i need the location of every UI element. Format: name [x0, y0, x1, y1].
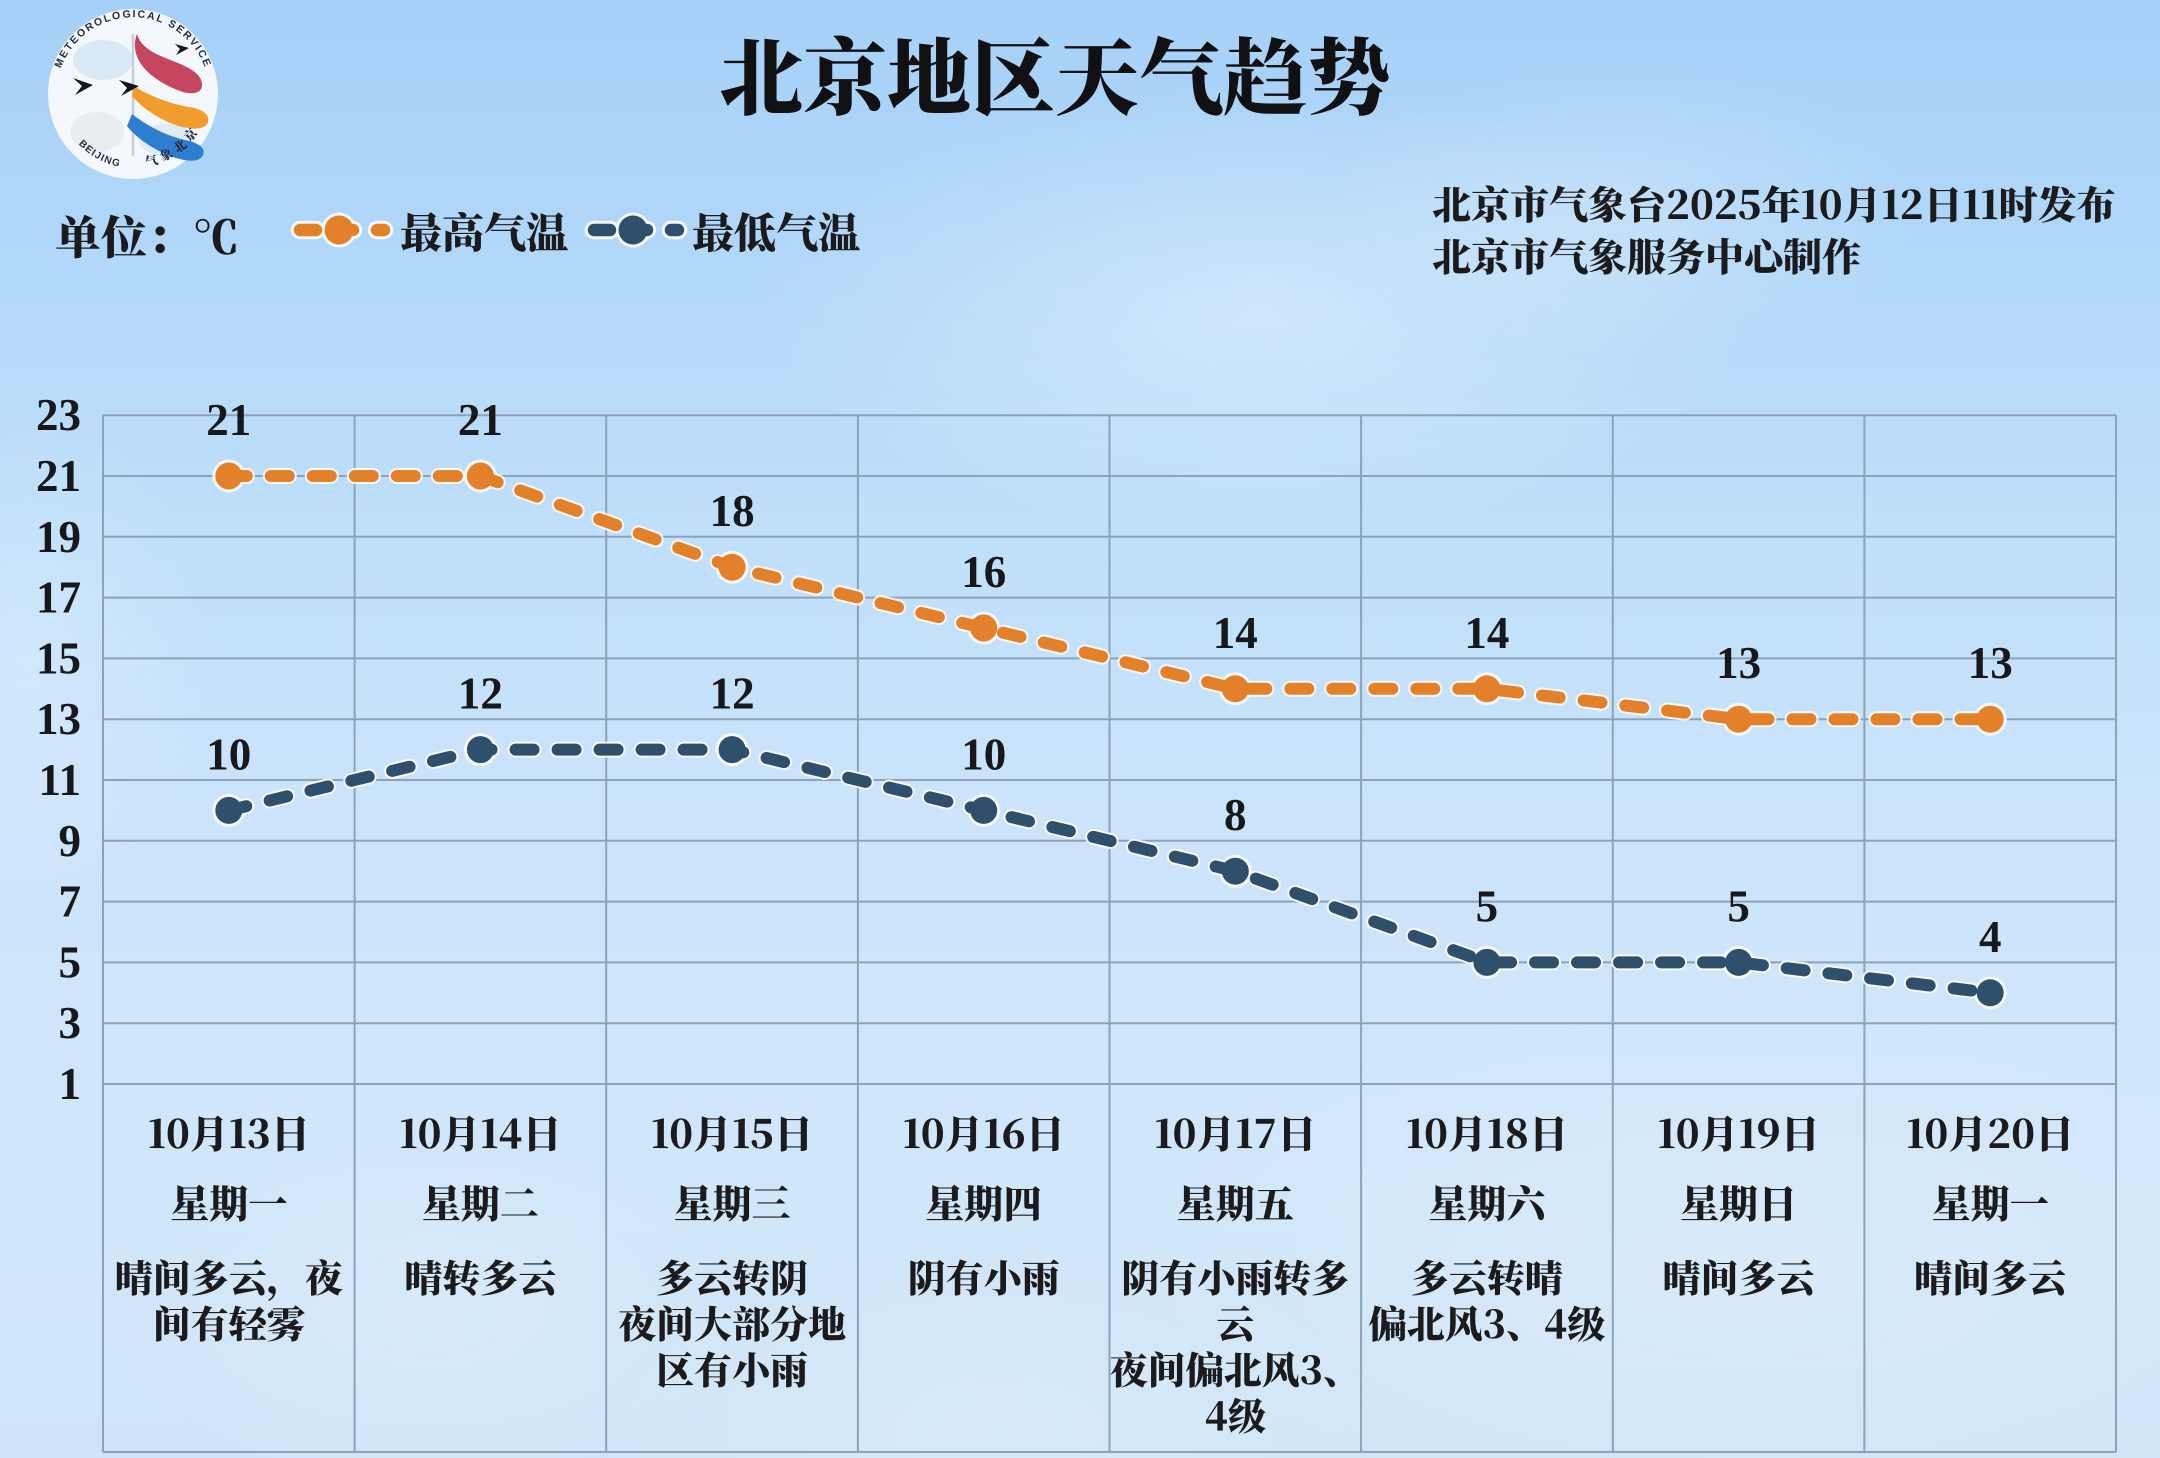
svg-text:21: 21: [458, 395, 503, 445]
svg-text:5: 5: [59, 937, 82, 987]
svg-text:21: 21: [36, 451, 81, 501]
svg-text:10: 10: [961, 729, 1006, 779]
svg-text:5: 5: [1476, 881, 1499, 931]
svg-text:23: 23: [36, 390, 81, 440]
svg-text:7: 7: [59, 877, 82, 927]
svg-text:14: 14: [1464, 608, 1509, 658]
svg-text:15: 15: [36, 633, 81, 683]
svg-text:14: 14: [1213, 608, 1258, 658]
svg-text:4: 4: [1979, 912, 2002, 962]
svg-text:11: 11: [38, 755, 81, 805]
svg-text:12: 12: [458, 669, 503, 719]
svg-text:12: 12: [710, 669, 755, 719]
svg-text:13: 13: [1968, 638, 2013, 688]
svg-text:19: 19: [36, 512, 81, 562]
svg-text:21: 21: [206, 395, 251, 445]
svg-text:1: 1: [59, 1059, 82, 1109]
svg-text:5: 5: [1727, 881, 1750, 931]
svg-text:17: 17: [36, 573, 81, 623]
svg-text:9: 9: [59, 816, 82, 866]
svg-text:8: 8: [1224, 790, 1247, 840]
svg-text:18: 18: [710, 486, 755, 536]
svg-text:16: 16: [961, 547, 1006, 597]
svg-text:3: 3: [59, 998, 82, 1048]
svg-text:13: 13: [36, 694, 81, 744]
svg-text:10: 10: [206, 729, 251, 779]
svg-text:13: 13: [1716, 638, 1761, 688]
